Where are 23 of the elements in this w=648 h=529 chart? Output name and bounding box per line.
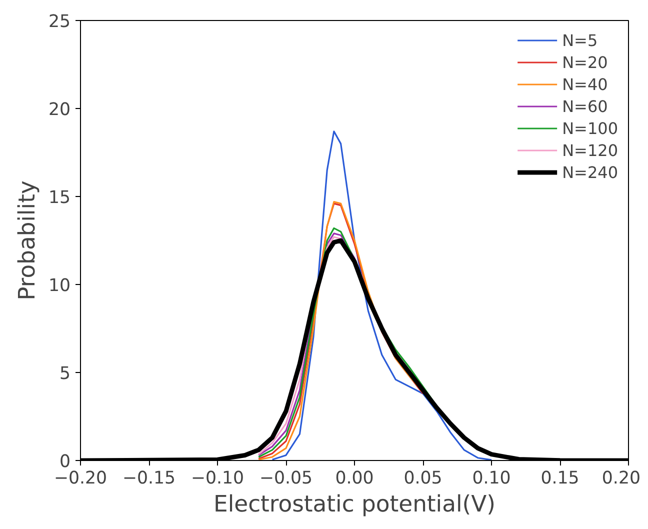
line-series — [272, 130, 492, 460]
y-tick-label: 25 — [48, 12, 71, 32]
legend-label: N=5 — [562, 30, 598, 50]
x-tick-label: 0.05 — [404, 468, 442, 488]
x-tick-label: −0.10 — [190, 468, 244, 488]
x-tick-label: 0.15 — [540, 468, 580, 488]
legend-label: N=100 — [562, 118, 618, 138]
legend-label: N=60 — [562, 96, 608, 116]
y-tick-label: 15 — [48, 188, 71, 208]
y-tick-label: 20 — [48, 100, 71, 120]
legend-label: N=240 — [562, 162, 618, 182]
legend-label: N=20 — [562, 52, 608, 72]
y-tick-label: 5 — [59, 364, 71, 384]
y-axis-title: Probability — [14, 180, 40, 300]
x-tick-label: 0.20 — [602, 468, 641, 488]
y-tick-label: 10 — [48, 276, 71, 296]
x-tick-label: −0.15 — [122, 468, 176, 488]
x-axis-title: Electrostatic potential(V) — [214, 492, 496, 518]
legend-label: N=40 — [562, 74, 608, 94]
legend-label: N=120 — [562, 140, 618, 160]
x-tick-label: 0.00 — [335, 468, 374, 488]
x-tick-label: −0.05 — [259, 468, 313, 488]
x-tick-label: 0.10 — [472, 468, 511, 488]
